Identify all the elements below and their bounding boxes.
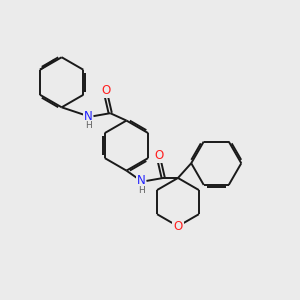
Text: O: O — [154, 149, 164, 162]
Text: N: N — [137, 174, 146, 188]
Text: N: N — [84, 110, 92, 123]
Text: H: H — [85, 121, 92, 130]
Text: O: O — [101, 84, 110, 97]
Text: H: H — [138, 186, 145, 195]
Text: O: O — [173, 220, 183, 233]
